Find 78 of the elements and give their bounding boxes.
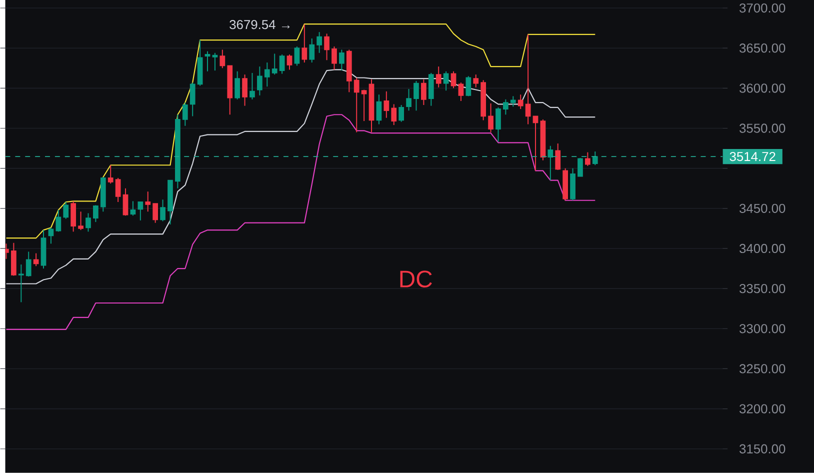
y-tick-label: 3550.00 — [740, 124, 786, 133]
y-tick-label: 3400.00 — [740, 244, 786, 254]
candlestick — [525, 34, 531, 125]
candlestick — [555, 143, 561, 170]
candlestick — [592, 151, 598, 166]
candlestick — [406, 88, 412, 112]
y-tick-label: 3650.00 — [740, 44, 786, 53]
candlestick — [578, 157, 583, 177]
y-tick-label: 3450.00 — [740, 204, 786, 214]
candlestick — [279, 54, 285, 74]
candlestick — [160, 199, 166, 222]
candlestick — [466, 76, 472, 97]
candlestick — [250, 72, 255, 100]
candlestick — [421, 78, 426, 106]
candlestick — [361, 89, 367, 122]
candlestick — [503, 98, 508, 116]
candlestick — [354, 77, 360, 133]
candlestick — [115, 177, 121, 203]
candlestick — [86, 212, 91, 232]
candlestick — [443, 70, 449, 92]
candlestick — [488, 102, 494, 133]
y-tick-label: 3150.00 — [740, 444, 786, 454]
candlestick — [26, 251, 32, 278]
candlestick — [286, 54, 292, 70]
candlestick — [436, 66, 442, 88]
y-tick-label: 3350.00 — [740, 284, 786, 294]
candlestick — [332, 46, 337, 70]
candlestick — [458, 82, 464, 102]
candlestick — [63, 202, 69, 220]
candlestick — [182, 102, 188, 126]
y-tick-label: 3250.00 — [740, 364, 786, 374]
candlestick — [257, 66, 262, 96]
candlestick — [324, 33, 330, 61]
candlestick — [138, 202, 144, 221]
candlestick — [376, 94, 382, 125]
candlestick — [70, 200, 76, 232]
candlestick — [384, 90, 390, 118]
candlestick — [212, 52, 218, 72]
candlestick — [584, 152, 590, 166]
candlestick — [78, 211, 84, 231]
annotation: DC — [400, 270, 432, 288]
candlestick — [294, 46, 300, 66]
y-tick-label: 3700.00 — [740, 3, 786, 13]
candlestick — [152, 203, 158, 224]
candlestick — [316, 32, 322, 54]
candlestick — [548, 145, 554, 181]
candlestick — [56, 210, 62, 232]
candlestick — [108, 164, 114, 184]
candlestick — [190, 82, 196, 117]
candlestick — [518, 94, 524, 110]
candlestick — [398, 104, 404, 122]
candlestick — [264, 62, 270, 88]
candlestick — [339, 49, 344, 72]
candlestick — [220, 49, 226, 69]
candlestick — [272, 53, 278, 76]
candlestick — [204, 50, 210, 72]
candlestick — [510, 96, 516, 108]
candlestick — [532, 116, 538, 172]
annotation: 3679.54 → — [230, 20, 290, 30]
candlestick — [18, 264, 24, 303]
candlestick — [391, 104, 397, 126]
candlestick — [130, 200, 136, 216]
y-tick-label: 3600.00 — [740, 84, 786, 93]
candlestick — [242, 74, 248, 106]
candlestick — [122, 188, 128, 216]
candlestick — [302, 24, 308, 64]
candlestick — [93, 204, 98, 223]
candlestick — [145, 191, 151, 212]
y-tick-label: 3300.00 — [740, 324, 786, 334]
candlestick — [234, 70, 240, 100]
candlestick — [309, 38, 315, 64]
candlestick — [48, 227, 54, 244]
y-tick-label: 3200.00 — [740, 404, 786, 414]
ref-line-label: 3514.72 — [730, 152, 776, 162]
candlestick — [450, 70, 456, 89]
candlestick — [473, 74, 479, 88]
candlestick — [414, 80, 419, 112]
candlestick — [496, 106, 501, 142]
